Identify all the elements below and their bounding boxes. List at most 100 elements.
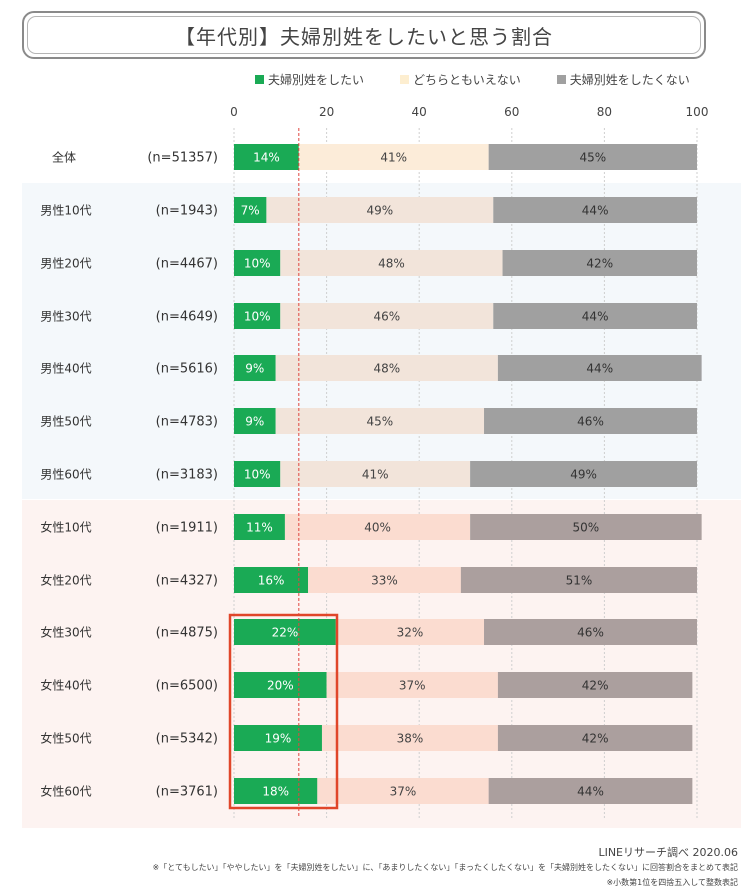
sample-size-label: (n=1911) (156, 521, 218, 536)
bar-value-label: 37% (390, 785, 417, 799)
sample-size-label: (n=51357) (147, 151, 218, 166)
legend-swatch-want (255, 74, 264, 84)
bar-segment-not-want (488, 778, 693, 804)
title-inner-border (27, 16, 701, 54)
x-tick-label: 0 (230, 105, 238, 119)
sample-size-label: (n=4327) (156, 574, 218, 589)
sample-size-label: (n=1943) (156, 204, 218, 219)
male-band (22, 183, 741, 499)
bar-value-label: 10% (244, 257, 271, 271)
sample-size-label: (n=3183) (156, 468, 218, 483)
bar-segment-want (234, 567, 309, 593)
bar-segment-not-want (493, 197, 697, 223)
category-label: 男性30代 (40, 310, 91, 324)
bar-segment-neutral (266, 197, 494, 223)
female-band (22, 500, 741, 828)
category-label: 女性10代 (40, 520, 91, 535)
x-tick-label: 100 (686, 105, 709, 119)
legend-label-neutral: どちらともいえない (413, 72, 521, 87)
category-label: 男性10代 (40, 204, 91, 218)
sample-size-label: (n=3761) (156, 785, 218, 800)
bar-value-label: 49% (367, 204, 394, 218)
x-tick-label: 60 (504, 105, 519, 119)
sample-size-label: (n=5616) (156, 362, 218, 377)
bar-segment-want (234, 303, 281, 329)
bar-value-label: 10% (244, 468, 271, 482)
sample-size-label: (n=5342) (156, 732, 218, 747)
bar-value-label: 20% (267, 679, 294, 693)
bar-segment-neutral (326, 672, 498, 698)
bar-value-label: 46% (577, 415, 604, 429)
sample-size-label: (n=4783) (156, 415, 218, 430)
bar-segment-neutral (335, 619, 485, 645)
bar-segment-neutral (275, 408, 485, 434)
bar-value-label: 50% (573, 521, 600, 535)
sample-size-label: (n=4649) (156, 310, 218, 325)
bar-value-label: 7% (241, 204, 260, 218)
bar-segment-neutral (275, 355, 498, 381)
sample-size-label: (n=6500) (156, 679, 218, 694)
legend-item-not-want: 夫婦別姓をしたくない (556, 70, 690, 88)
bar-segment-neutral (317, 778, 489, 804)
category-label: 男性50代 (40, 415, 91, 429)
bar-value-label: 37% (399, 679, 426, 693)
category-label: 男性60代 (40, 468, 91, 482)
chart-title-box: 【年代別】夫婦別姓をしたいと思う割合 (22, 11, 706, 59)
legend-label-want: 夫婦別姓をしたい (268, 72, 365, 87)
bar-value-label: 40% (364, 521, 391, 535)
category-label: 女性50代 (40, 731, 91, 746)
bar-segment-not-want (470, 514, 702, 540)
x-tick-label: 40 (412, 105, 427, 119)
sample-size-label: (n=4875) (156, 626, 218, 641)
bar-value-label: 45% (579, 151, 606, 165)
x-tick-label: 20 (319, 105, 334, 119)
bar-value-label: 14% (253, 151, 280, 165)
bar-segment-neutral (280, 303, 494, 329)
category-label: 男性40代 (40, 362, 91, 376)
bar-segment-neutral (284, 514, 471, 540)
bar-value-label: 41% (380, 151, 407, 165)
legend-item-want: 夫婦別姓をしたい (255, 70, 364, 88)
source-credit: LINEリサーチ調べ 2020.06 (598, 846, 738, 859)
bar-value-label: 44% (577, 785, 604, 799)
highlight-box (228, 613, 339, 810)
bar-segment-want (234, 144, 299, 170)
legend: 夫婦別姓をしたい どちらともいえない 夫婦別姓をしたくない (255, 70, 690, 88)
bar-value-label: 9% (245, 415, 264, 429)
bar-segment-not-want (497, 725, 693, 751)
bar-value-label: 42% (582, 679, 609, 693)
footnote-1: ※「とてもしたい」「ややしたい」を「夫婦別姓をしたい」に、「あまりしたくない」「… (152, 863, 739, 872)
bar-value-label: 49% (570, 468, 597, 482)
bar-value-label: 11% (246, 521, 273, 535)
bar-value-label: 48% (373, 362, 400, 376)
bar-value-label: 44% (582, 310, 609, 324)
bar-segment-not-want (484, 408, 697, 434)
footnote-2: ※小数第1位を四捨五入して整数表記 (606, 878, 738, 887)
bar-value-label: 46% (373, 310, 400, 324)
bar-value-label: 44% (582, 204, 609, 218)
bar-value-label: 33% (371, 574, 398, 588)
bar-segment-neutral (308, 567, 461, 593)
bar-segment-not-want (488, 144, 697, 170)
bar-value-label: 41% (362, 468, 389, 482)
chart-title: 【年代別】夫婦別姓をしたいと思う割合 (175, 24, 553, 49)
bar-value-label: 48% (378, 257, 405, 271)
bar-segment-neutral (280, 250, 503, 276)
bar-segment-want (234, 778, 318, 804)
bar-value-label: 51% (566, 574, 593, 588)
bar-value-label: 18% (262, 785, 289, 799)
bar-segment-not-want (460, 567, 697, 593)
bar-segment-not-want (493, 303, 697, 329)
bar-value-label: 42% (586, 257, 613, 271)
category-label: 女性20代 (40, 573, 91, 588)
bar-segment-want (234, 250, 281, 276)
x-tick-label: 80 (597, 105, 612, 119)
sample-size-label: (n=4467) (156, 257, 218, 272)
bar-segment-not-want (502, 250, 697, 276)
bar-value-label: 38% (397, 732, 424, 746)
bar-segment-want (234, 461, 281, 487)
bar-segment-want (234, 408, 276, 434)
bar-value-label: 32% (397, 626, 424, 640)
bar-value-label: 42% (582, 732, 609, 746)
